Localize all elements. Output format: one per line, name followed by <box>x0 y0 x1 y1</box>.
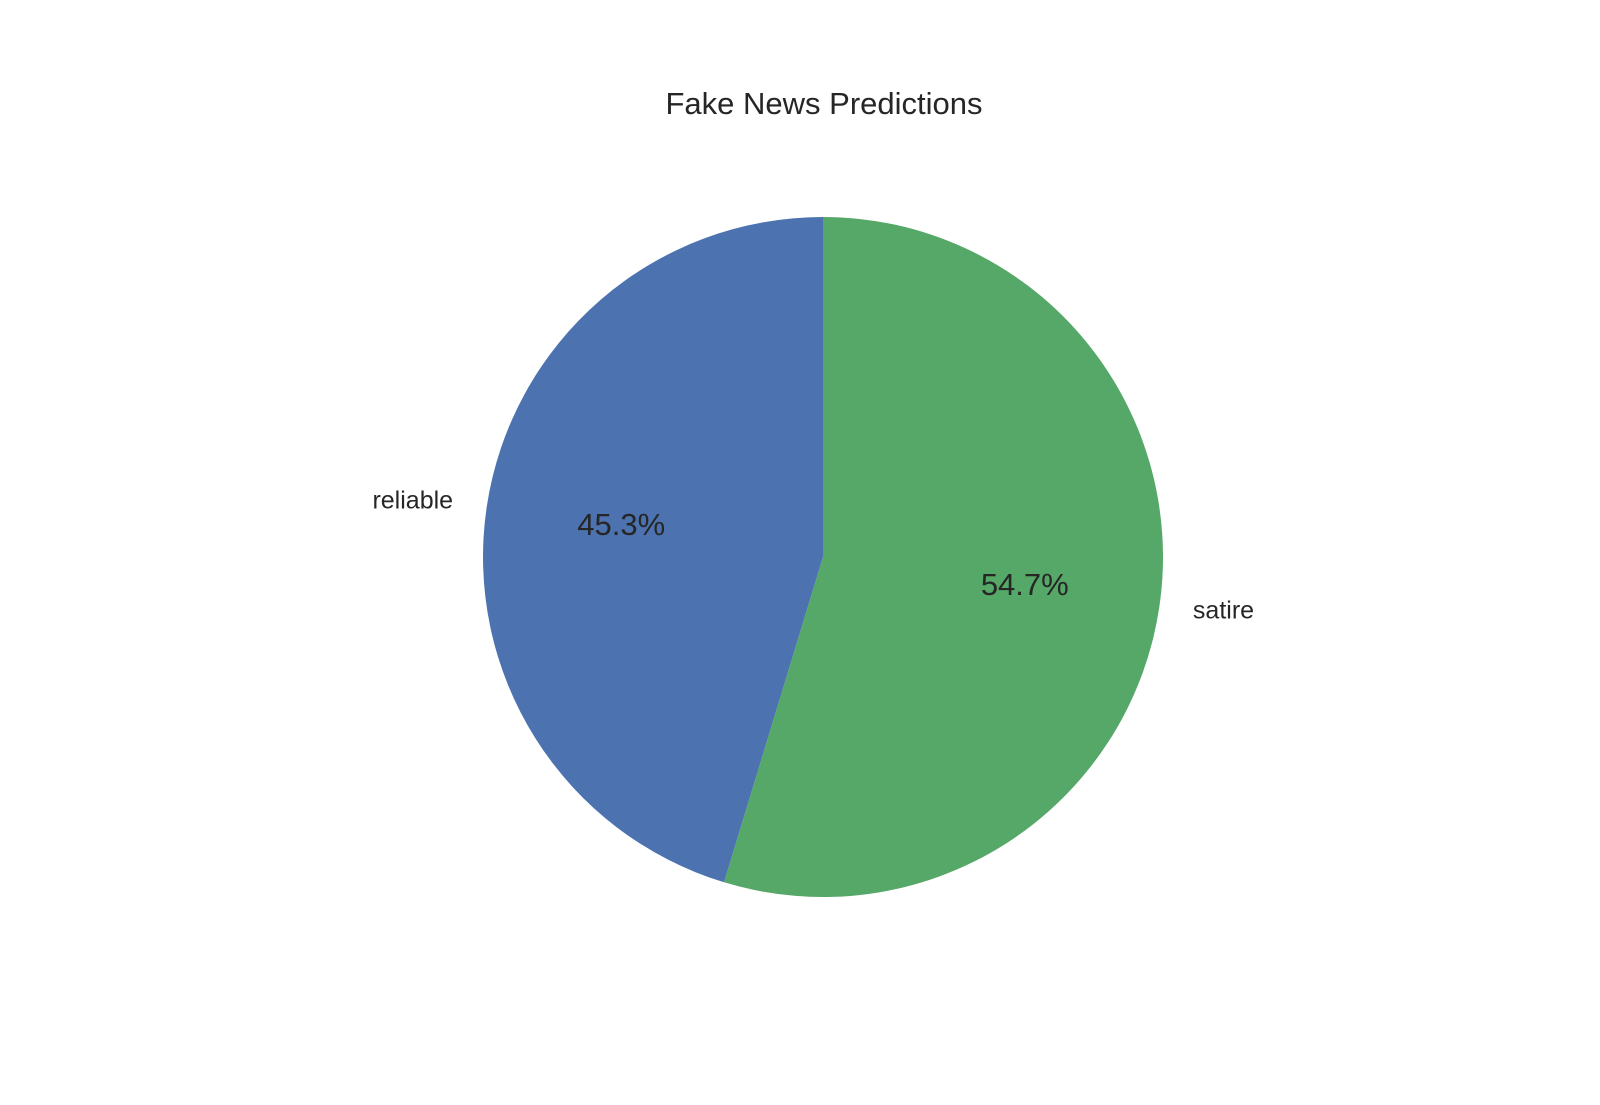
slice-label-satire: satire <box>1193 597 1254 625</box>
slice-percent-reliable: 45.3% <box>577 507 665 542</box>
pie-slice-satire <box>724 217 1164 897</box>
pie-slices <box>483 217 1164 897</box>
slice-label-reliable: reliable <box>372 487 453 515</box>
pie-labels: reliable 45.3% satire 54.7% <box>372 487 1254 625</box>
chart-title: Fake News Predictions <box>665 86 982 121</box>
pie-slice-reliable <box>483 217 823 883</box>
slice-percent-satire: 54.7% <box>981 567 1069 602</box>
